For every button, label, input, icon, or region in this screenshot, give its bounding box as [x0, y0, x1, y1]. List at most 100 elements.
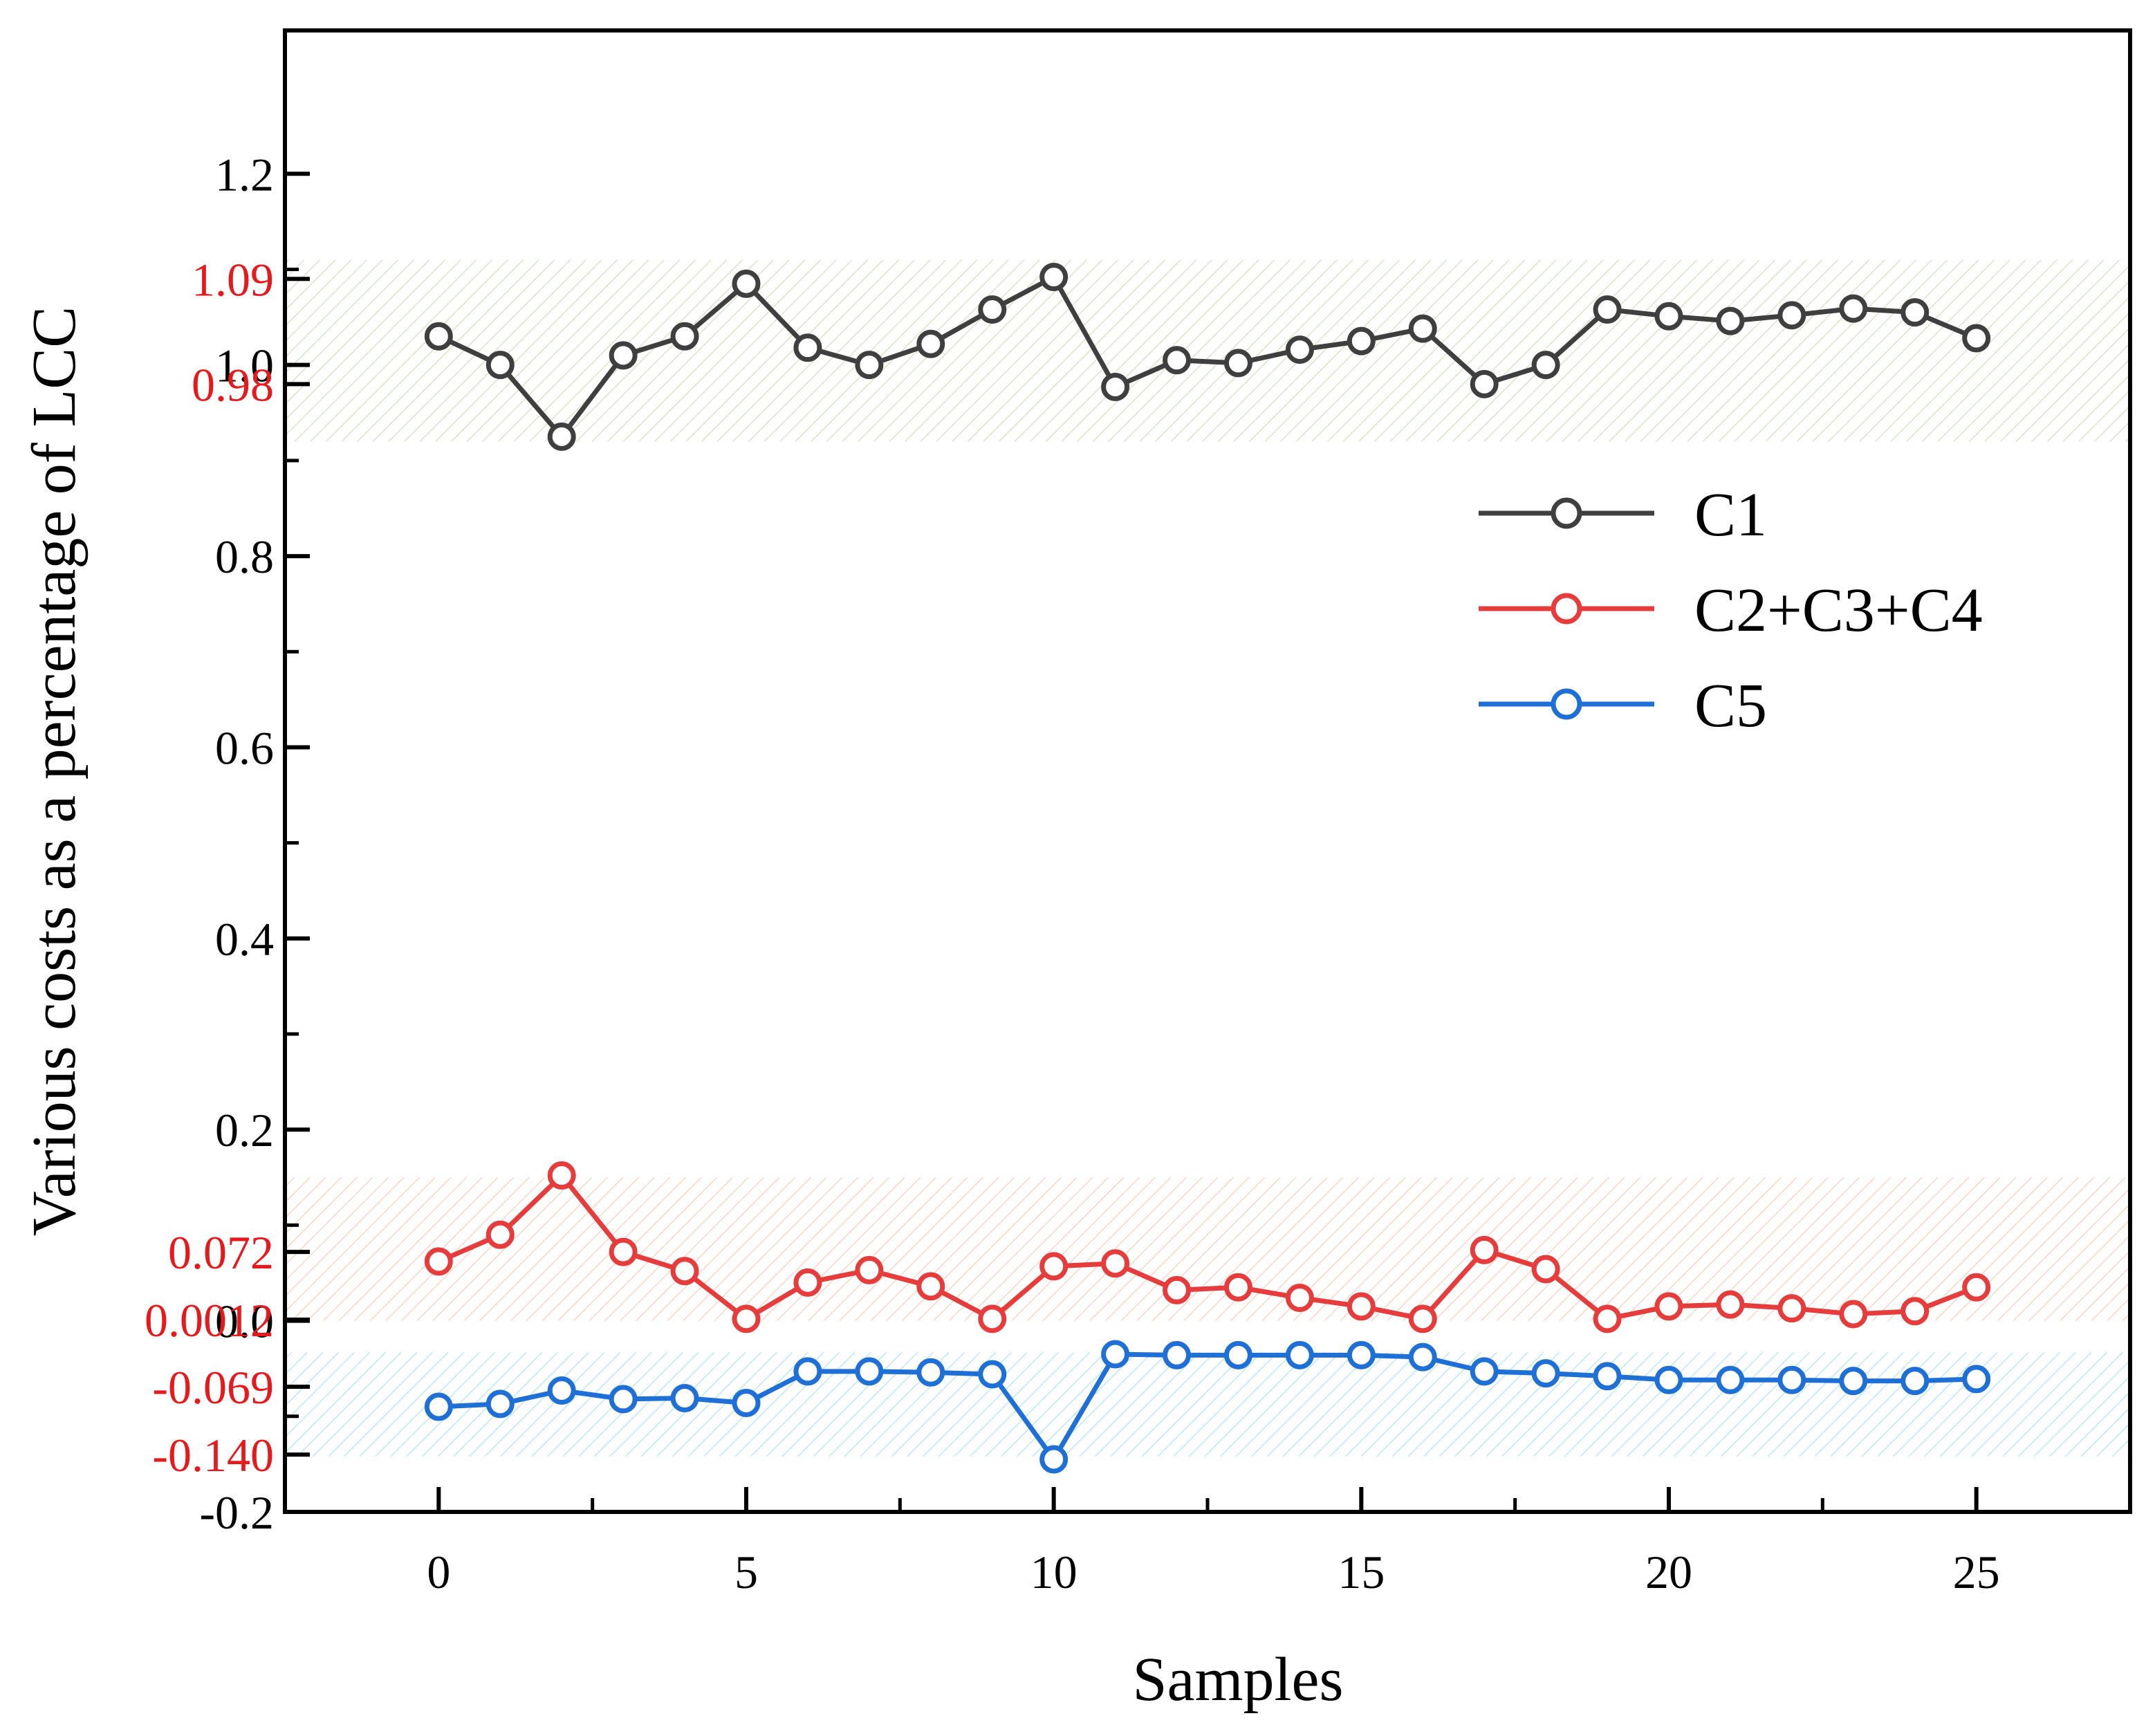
series-layer	[424, 263, 1991, 1474]
data-point	[1163, 346, 1192, 375]
data-point	[855, 1255, 884, 1284]
x-tick-label: 5	[734, 1546, 758, 1598]
data-point	[1408, 1304, 1437, 1333]
data-point	[1654, 1365, 1683, 1394]
x-axis-title: Samples	[1133, 1645, 1344, 1714]
y-marker-label: 0.0012	[145, 1294, 274, 1347]
data-point	[916, 1358, 945, 1387]
data-point	[793, 1268, 822, 1297]
y-tick-label: 0.2	[215, 1104, 274, 1156]
data-point	[1470, 1357, 1499, 1386]
series-C2+C3+C4	[424, 1161, 1991, 1333]
data-point	[978, 1304, 1007, 1333]
data-point	[1839, 1300, 1868, 1329]
data-point	[547, 1161, 576, 1190]
y-axis: 1.2 1.0 0.8 0.6 0.4 0.2 0.0 -0.2 1.09 0.98 0.072 0.…	[145, 148, 310, 1539]
data-point	[1654, 1292, 1683, 1321]
data-point	[793, 333, 822, 362]
data-point	[793, 1357, 822, 1386]
y-tick-label: 0.8	[215, 530, 274, 583]
legend-swatch-marker	[1551, 593, 1582, 625]
data-point	[1654, 302, 1683, 331]
x-tick-label: 20	[1645, 1546, 1692, 1598]
x-tick-label: 15	[1338, 1546, 1385, 1598]
legend-entry: C1	[1479, 481, 1767, 549]
data-point	[855, 351, 884, 380]
legend-entry: C2+C3+C4	[1479, 576, 1983, 645]
y-marker-label: -0.069	[152, 1361, 274, 1414]
data-point	[1777, 1365, 1806, 1394]
data-point	[670, 1384, 699, 1413]
data-point	[609, 341, 638, 370]
data-point	[1163, 1275, 1192, 1304]
data-point	[424, 1392, 453, 1421]
range-band	[285, 1352, 2130, 1457]
legend-label: C1	[1694, 481, 1767, 549]
y-marker-label: 1.09	[192, 253, 274, 306]
data-point	[1347, 326, 1376, 355]
data-point	[1962, 324, 1991, 353]
data-point	[1101, 1249, 1130, 1278]
data-point	[424, 1247, 453, 1276]
data-point	[732, 1304, 761, 1333]
range-band	[285, 259, 2130, 442]
legend-swatch-marker	[1551, 688, 1582, 720]
y-tick-label: 1.0	[215, 340, 274, 392]
data-point	[670, 1257, 699, 1286]
range-band	[285, 1177, 2130, 1321]
data-point	[1531, 1255, 1560, 1284]
data-point	[1777, 301, 1806, 330]
data-point	[1900, 1367, 1930, 1396]
data-point	[1163, 1340, 1192, 1369]
data-point	[1962, 1273, 1991, 1302]
data-point	[1223, 349, 1252, 378]
data-point	[732, 1388, 761, 1417]
data-point	[1716, 1365, 1745, 1394]
series-C5	[424, 1340, 1991, 1474]
x-axis: 0 5 10 15 20 25	[427, 1487, 2000, 1598]
y-axis-title: Various costs as a percentage of LCC	[20, 306, 89, 1237]
data-point	[609, 1385, 638, 1414]
data-point	[1593, 1362, 1622, 1391]
data-point	[1900, 1297, 1930, 1326]
data-point	[670, 322, 699, 351]
data-point	[1223, 1340, 1252, 1369]
data-point	[424, 322, 453, 351]
data-point	[1347, 1292, 1376, 1321]
y-marker-label: -0.140	[152, 1429, 274, 1481]
y-tick-label: 0.6	[215, 721, 274, 774]
data-point	[1408, 314, 1437, 343]
range-bands	[285, 259, 2130, 1457]
data-point	[1347, 1340, 1376, 1369]
data-point	[916, 1272, 945, 1301]
y-marker-label: 0.072	[168, 1226, 274, 1279]
data-point	[547, 1376, 576, 1405]
data-point	[1716, 1290, 1745, 1319]
data-point	[855, 1357, 884, 1386]
data-point	[1039, 1252, 1069, 1281]
y-tick-label: 1.2	[215, 148, 274, 201]
data-point	[1839, 294, 1868, 323]
legend-label: C5	[1694, 672, 1767, 740]
x-tick-label: 0	[427, 1546, 450, 1598]
data-point	[609, 1237, 638, 1266]
data-point	[1470, 1235, 1499, 1264]
data-point	[1285, 1340, 1314, 1369]
data-point	[1531, 351, 1560, 380]
legend-swatch-marker	[1551, 497, 1582, 529]
data-point	[1839, 1367, 1868, 1396]
data-point	[916, 329, 945, 358]
data-point	[485, 351, 515, 380]
data-point	[1285, 335, 1314, 364]
data-point	[1716, 306, 1745, 335]
data-point	[1593, 295, 1622, 324]
data-point	[1900, 298, 1930, 327]
series-C1	[424, 263, 1991, 451]
data-point	[1285, 1283, 1314, 1312]
y-tick-label: 0.0	[215, 1295, 274, 1348]
data-point	[547, 422, 576, 451]
data-point	[1101, 1340, 1130, 1369]
x-tick-label: 25	[1953, 1546, 2000, 1598]
data-point	[485, 1220, 515, 1249]
data-point	[978, 1360, 1007, 1389]
